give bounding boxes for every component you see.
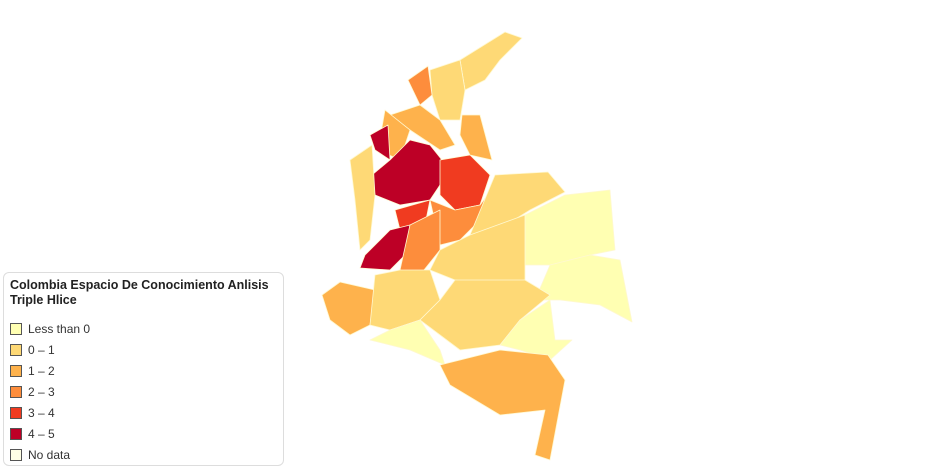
legend-swatch [10,364,22,377]
region[interactable] [524,189,616,266]
legend-item[interactable]: Less than 0 [10,318,277,339]
legend: Colombia Espacio De Conocimiento Anlisis… [3,272,284,466]
legend-item[interactable]: No data [10,444,277,465]
region[interactable] [369,319,446,366]
region[interactable] [407,65,433,106]
legend-label: 0 – 1 [28,342,55,357]
region[interactable] [499,299,573,361]
legend-title: Colombia Espacio De Conocimiento Anlisis… [10,278,269,307]
region[interactable] [439,349,566,461]
region[interactable] [429,59,466,121]
legend-item[interactable]: 2 – 3 [10,381,277,402]
region[interactable] [349,144,376,251]
region[interactable] [459,114,493,161]
region[interactable] [399,209,441,276]
legend-swatch [10,385,22,398]
legend-label: No data [28,447,71,462]
legend-swatch [10,343,22,356]
region[interactable] [369,124,391,161]
legend-label: Less than 0 [28,321,91,336]
legend-swatch [10,406,22,419]
legend-item[interactable]: 4 – 5 [10,423,277,444]
legend-item[interactable]: 1 – 2 [10,360,277,381]
legend-label: 1 – 2 [28,363,55,378]
legend-item[interactable]: 0 – 1 [10,339,277,360]
region[interactable] [321,281,376,336]
legend-item[interactable]: 3 – 4 [10,402,277,423]
legend-label: 3 – 4 [28,405,55,420]
region[interactable] [459,31,523,91]
legend-swatch [10,448,22,461]
legend-swatch [10,322,22,335]
legend-label: 4 – 5 [28,426,55,441]
legend-swatch [10,427,22,440]
legend-label: 2 – 3 [28,384,55,399]
